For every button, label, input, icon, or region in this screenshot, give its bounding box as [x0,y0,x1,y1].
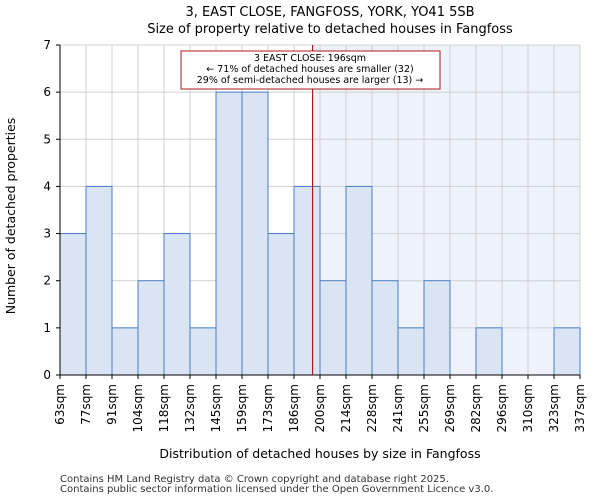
x-tick-label: 145sqm [209,384,223,432]
y-tick-label: 1 [43,321,51,335]
x-tick-label: 77sqm [79,384,93,425]
y-tick-label: 0 [43,368,51,382]
annotation-line-1: 3 EAST CLOSE: 196sqm [254,53,366,64]
bar-104sqm [137,280,165,376]
bar-228sqm [371,280,399,376]
x-tick-label: 173sqm [261,384,275,432]
x-tick-label: 337sqm [573,384,587,432]
annotation-line-3: 29% of semi-detached houses are larger (… [197,75,424,86]
bar-118sqm [163,233,191,376]
y-axis-label: Number of detached properties [3,118,18,315]
x-tick-label: 214sqm [339,384,353,432]
chart-subtitle: Size of property relative to detached ho… [147,22,513,37]
x-tick-label: 63sqm [53,384,67,425]
annotation-frame [180,50,441,90]
bar-145sqm [215,91,243,376]
bar-200sqm [319,280,347,376]
bar-91sqm [111,327,139,376]
footer-line-1: Contains HM Land Registry data © Crown c… [60,474,449,485]
y-tick-label: 7 [43,38,51,52]
y-ticks: 0 1 2 3 4 5 6 7 [43,38,60,382]
bar-132sqm [189,327,217,376]
x-tick-label: 118sqm [157,384,171,432]
y-tick-label: 3 [43,227,51,241]
x-tick-label: 282sqm [469,384,483,432]
bar-173sqm [267,233,295,376]
x-tick-label: 186sqm [287,384,301,432]
x-tick-label: 255sqm [417,384,431,432]
annotation-box: 3 EAST CLOSE: 196sqm ← 71% of detached h… [180,50,441,90]
x-tick-label: 310sqm [521,384,535,432]
bars [59,91,581,376]
x-tick-label: 132sqm [183,384,197,432]
bar-159sqm [241,91,269,376]
x-tick-label: 104sqm [131,384,145,432]
x-tick-label: 241sqm [391,384,405,432]
x-ticks: 63sqm 77sqm 91sqm 104sqm 118sqm 132sqm 145sqm 1… [53,375,587,432]
bar-241sqm [397,327,425,376]
bar-282sqm [475,327,503,376]
bar-214sqm [345,185,373,376]
bar-186sqm [293,185,321,376]
bar-323sqm [553,327,581,376]
chart-title: 3, EAST CLOSE, FANGFOSS, YORK, YO41 5SB [185,5,474,20]
y-tick-label: 5 [43,132,51,146]
x-axis-label: Distribution of detached houses by size … [159,446,480,461]
footer-line-2: Contains public sector information licen… [60,484,494,495]
x-tick-label: 269sqm [443,384,457,432]
y-tick-label: 6 [43,85,51,99]
y-tick-label: 4 [43,179,51,193]
bar-77sqm [85,185,113,376]
bar-63sqm [59,233,87,376]
y-tick-label: 2 [43,274,51,288]
bar-255sqm [423,280,451,376]
x-tick-label: 91sqm [105,384,119,425]
x-tick-label: 200sqm [313,384,327,432]
annotation-line-2: ← 71% of detached houses are smaller (32… [206,64,413,75]
x-tick-label: 228sqm [365,384,379,432]
x-tick-label: 323sqm [547,384,561,432]
x-tick-label: 159sqm [235,384,249,432]
x-tick-label: 296sqm [495,384,509,432]
